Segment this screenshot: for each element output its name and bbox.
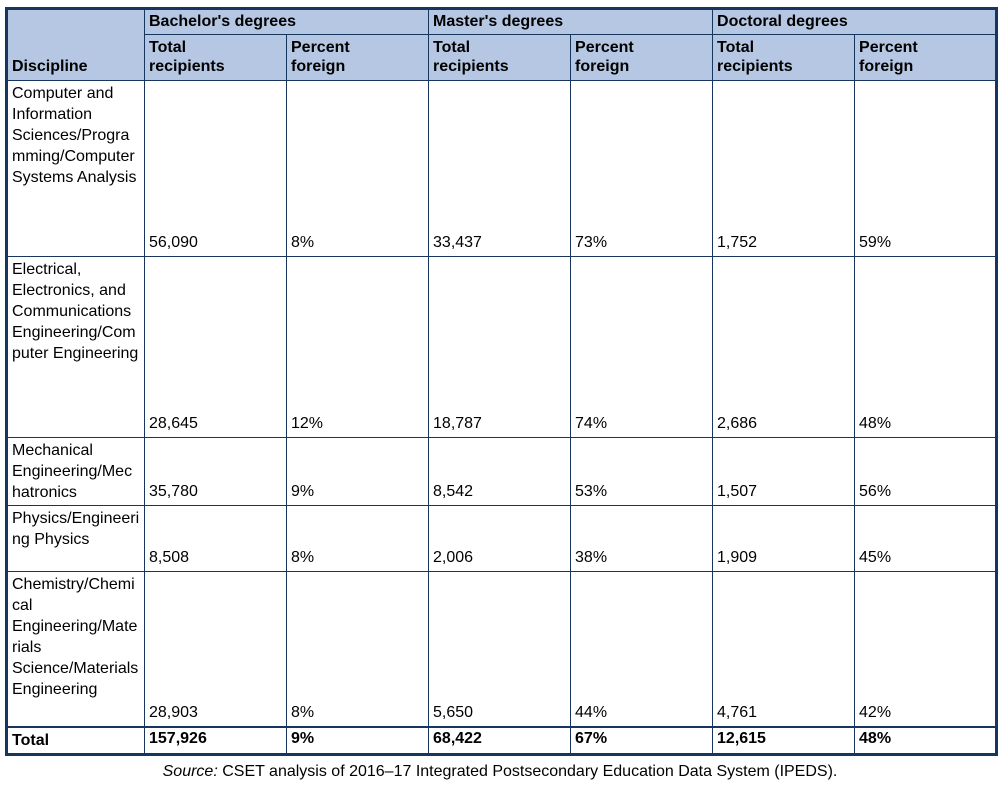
value-cell: 18,787 <box>428 256 572 438</box>
sub-header-label: Percent foreign <box>859 39 918 75</box>
sub-header-label: Percent foreign <box>291 39 350 75</box>
value-cell: 33,437 <box>428 80 572 257</box>
table-row: Physics/Engineering Physics 8,508 8% 2,0… <box>6 505 998 572</box>
value-cell: 53% <box>570 437 714 506</box>
value-cell: 74% <box>570 256 714 438</box>
discipline-cell: Mechanical Engineering/Mechatronics <box>6 437 145 506</box>
bachelors-percent-header: Percent foreign <box>285 34 430 81</box>
value-cell: 8% <box>285 571 430 727</box>
doctoral-percent-header: Percent foreign <box>854 34 998 81</box>
value-cell: 44% <box>570 571 714 727</box>
value-cell: 8% <box>285 505 430 572</box>
value-cell: 8,542 <box>428 437 572 506</box>
masters-percent-header: Percent foreign <box>570 34 714 81</box>
total-value-cell: 48% <box>854 725 998 755</box>
total-row: Total 157,926 9% 68,422 67% 12,615 48% <box>6 725 998 755</box>
value-cell: 1,752 <box>712 80 856 257</box>
value-cell: 56% <box>854 437 998 506</box>
value-cell: 28,645 <box>144 256 287 438</box>
value-cell: 8,508 <box>144 505 287 572</box>
source-text: CSET analysis of 2016–17 Integrated Post… <box>217 762 838 780</box>
total-label-cell: Total <box>6 725 145 755</box>
value-cell: 45% <box>854 505 998 572</box>
group-header-bachelors: Bachelor's degrees <box>143 8 430 35</box>
discipline-cell: Electrical, Electronics, and Communicati… <box>6 256 145 438</box>
source-label: Source: <box>162 762 218 780</box>
table-row: Chemistry/Chemical Engineering/Materials… <box>6 571 998 727</box>
discipline-cell: Physics/Engineering Physics <box>6 505 145 572</box>
sub-header-label: Total recipients <box>717 39 793 75</box>
source-note: Source: CSET analysis of 2016–17 Integra… <box>5 756 995 781</box>
value-cell: 8% <box>285 80 430 257</box>
value-cell: 2,006 <box>428 505 572 572</box>
masters-total-header: Total recipients <box>428 34 572 81</box>
value-cell: 1,909 <box>712 505 856 572</box>
discipline-cell: Computer and Information Sciences/Progra… <box>6 80 145 257</box>
value-cell: 12% <box>285 256 430 438</box>
total-value-cell: 9% <box>285 725 430 755</box>
table-row: Electrical, Electronics, and Communicati… <box>6 256 998 438</box>
total-value-cell: 68,422 <box>428 725 572 755</box>
value-cell: 9% <box>285 437 430 506</box>
value-cell: 2,686 <box>712 256 856 438</box>
value-cell: 28,903 <box>144 571 287 727</box>
value-cell: 59% <box>854 80 998 257</box>
table-row: Computer and Information Sciences/Progra… <box>6 80 998 257</box>
value-cell: 56,090 <box>144 80 287 257</box>
total-value-cell: 67% <box>570 725 714 755</box>
sub-header-label: Total recipients <box>149 39 225 75</box>
sub-header-label: Total recipients <box>433 39 509 75</box>
value-cell: 42% <box>854 571 998 727</box>
degrees-by-discipline-table: Discipline Bachelor's degrees Master's d… <box>5 7 999 756</box>
sub-header-label: Percent foreign <box>575 39 634 75</box>
table-row: Mechanical Engineering/Mechatronics 35,7… <box>6 437 998 506</box>
value-cell: 5,650 <box>428 571 572 727</box>
doctoral-total-header: Total recipients <box>712 34 856 81</box>
discipline-cell: Chemistry/Chemical Engineering/Materials… <box>6 571 145 727</box>
value-cell: 48% <box>854 256 998 438</box>
discipline-column-header: Discipline <box>6 8 145 81</box>
value-cell: 35,780 <box>144 437 287 506</box>
value-cell: 73% <box>570 80 714 257</box>
group-header-masters: Master's degrees <box>428 8 714 35</box>
value-cell: 1,507 <box>712 437 856 506</box>
total-value-cell: 12,615 <box>712 725 856 755</box>
bachelors-total-header: Total recipients <box>144 34 287 81</box>
sub-header-row: Total recipients Percent foreign Total r… <box>7 34 998 81</box>
value-cell: 4,761 <box>712 571 856 727</box>
value-cell: 38% <box>570 505 714 572</box>
group-header-row: Discipline Bachelor's degrees Master's d… <box>6 8 998 81</box>
total-value-cell: 157,926 <box>144 725 287 755</box>
group-header-doctoral: Doctoral degrees <box>712 8 998 35</box>
